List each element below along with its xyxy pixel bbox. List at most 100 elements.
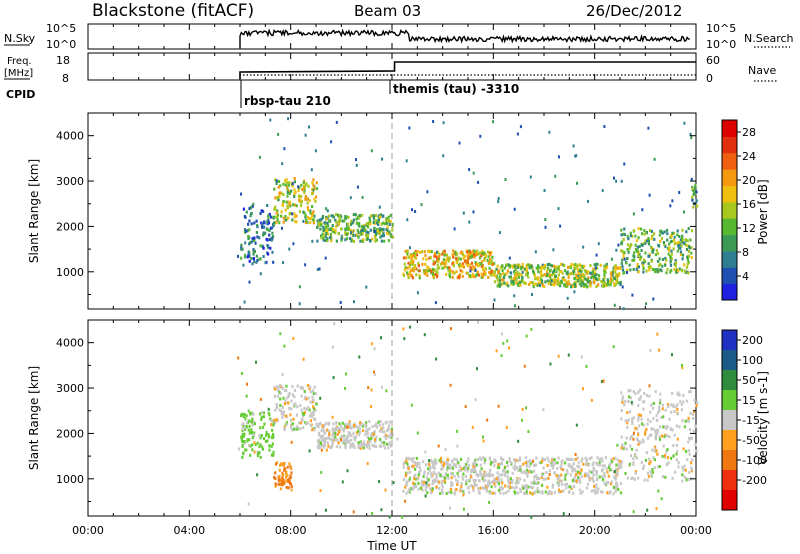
- scatter-cell: [335, 120, 338, 124]
- echo-cell-5: [686, 419, 689, 423]
- echo-cell-5: [651, 247, 654, 250]
- echo-cell-1: [282, 193, 285, 196]
- echo-cell-4: [587, 474, 590, 478]
- echo-cell-2: [337, 232, 340, 236]
- echo-cell-4: [619, 267, 622, 270]
- echo-cell-3: [406, 251, 409, 255]
- echo-cell-3: [366, 432, 369, 436]
- echo-cell-4: [569, 473, 572, 477]
- echo-cell-4: [564, 279, 567, 283]
- echo-cell-0: [258, 445, 261, 449]
- echo-cell-2: [306, 383, 310, 387]
- echo-cell-5: [686, 458, 689, 462]
- echo-cell-4: [474, 470, 477, 474]
- echo-cell-4: [505, 263, 508, 267]
- echo-cell-2: [372, 214, 375, 218]
- echo-cell-1: [273, 475, 276, 479]
- echo-cell-4: [470, 468, 473, 472]
- echo-cell-4: [413, 475, 416, 479]
- echo-cell-3: [357, 441, 360, 445]
- echo-cell-4: [614, 477, 617, 481]
- echo-cell-5: [638, 424, 641, 428]
- echo-cell-4: [611, 273, 614, 277]
- power-colorbar-segment: [722, 250, 737, 268]
- echo-cell-5: [662, 415, 665, 419]
- echo-cell-2: [313, 428, 316, 432]
- echo-cell-4: [518, 264, 521, 268]
- echo-cell-4: [619, 482, 622, 486]
- echo-cell-4: [511, 471, 514, 475]
- echo-cell-4: [407, 490, 410, 493]
- echo-cell-4: [563, 461, 567, 465]
- echo-cell-2: [325, 217, 328, 221]
- echo-cell-4: [553, 471, 556, 474]
- echo-cell-2: [282, 396, 285, 400]
- echo-cell-3: [407, 261, 410, 265]
- echo-cell-3: [337, 441, 340, 445]
- echo-cell-5: [665, 271, 668, 275]
- echo-cell-4: [589, 271, 592, 275]
- echo-cell-5: [653, 466, 656, 470]
- echo-cell-0: [258, 451, 261, 455]
- scatter-cell: [693, 409, 695, 413]
- echo-cell-4: [590, 276, 593, 280]
- echo-cell-2: [312, 405, 315, 409]
- echo-cell-2: [351, 221, 354, 225]
- echo-cell-0: [255, 260, 258, 264]
- scatter-cell: [378, 480, 381, 484]
- echo-cell-2: [358, 214, 361, 217]
- echo-cell-4: [507, 480, 510, 484]
- echo-cell-4: [569, 272, 572, 276]
- echo-cell-2: [324, 235, 327, 239]
- echo-cell-5: [689, 437, 692, 441]
- echo-cell-0: [268, 413, 271, 417]
- echo-cell-3: [406, 250, 409, 254]
- echo-cell-2: [389, 220, 392, 223]
- echo-cell-5: [681, 257, 684, 261]
- echo-cell-3: [488, 271, 491, 275]
- echo-cell-4: [618, 459, 621, 463]
- scatter-cell: [288, 247, 291, 251]
- scatter-cell: [259, 272, 262, 276]
- echo-cell-1: [290, 485, 293, 488]
- echo-cell-4: [583, 264, 586, 268]
- scatter-cell: [613, 470, 616, 473]
- echo-cell-3: [380, 429, 383, 433]
- echo-cell-4: [568, 282, 571, 286]
- echo-cell-4: [556, 467, 559, 471]
- echo-cell-4: [565, 482, 569, 486]
- echo-cell-2: [326, 232, 329, 236]
- scatter-cell: [283, 147, 286, 151]
- echo-cell-4: [614, 490, 617, 494]
- x-tick-label: 12:00: [376, 524, 408, 537]
- scatter-cell: [558, 488, 560, 492]
- echo-cell-1: [304, 183, 307, 187]
- echo-cell-5: [637, 390, 640, 394]
- echo-cell-4: [474, 464, 477, 468]
- echo-cell-4: [453, 457, 456, 461]
- echo-cell-2: [308, 387, 311, 391]
- scatter-cell: [502, 341, 505, 345]
- echo-cell-4: [614, 270, 617, 274]
- echo-cell-1: [293, 188, 296, 192]
- echo-cell-1: [282, 216, 285, 220]
- echo-cell-4: [529, 485, 532, 489]
- echo-cell-2: [274, 420, 277, 424]
- echo-cell-3: [331, 428, 334, 432]
- echo-cell-5: [690, 436, 693, 440]
- echo-cell-4: [459, 457, 463, 461]
- scatter-cell: [479, 134, 482, 138]
- echo-cell-5: [656, 428, 660, 432]
- echo-cell-0: [240, 435, 243, 439]
- echo-cell-4: [602, 478, 605, 482]
- echo-cell-2: [292, 403, 295, 407]
- scatter-cell: [426, 190, 429, 194]
- echo-cell-4: [469, 484, 472, 488]
- echo-cell-3: [410, 256, 413, 260]
- echo-cell-4: [530, 265, 533, 269]
- echo-cell-4: [546, 463, 549, 467]
- noise-right-bottom: 10^0: [706, 38, 736, 51]
- echo-cell-5: [690, 229, 694, 233]
- echo-cell-5: [621, 395, 624, 399]
- echo-cell-2: [279, 383, 282, 387]
